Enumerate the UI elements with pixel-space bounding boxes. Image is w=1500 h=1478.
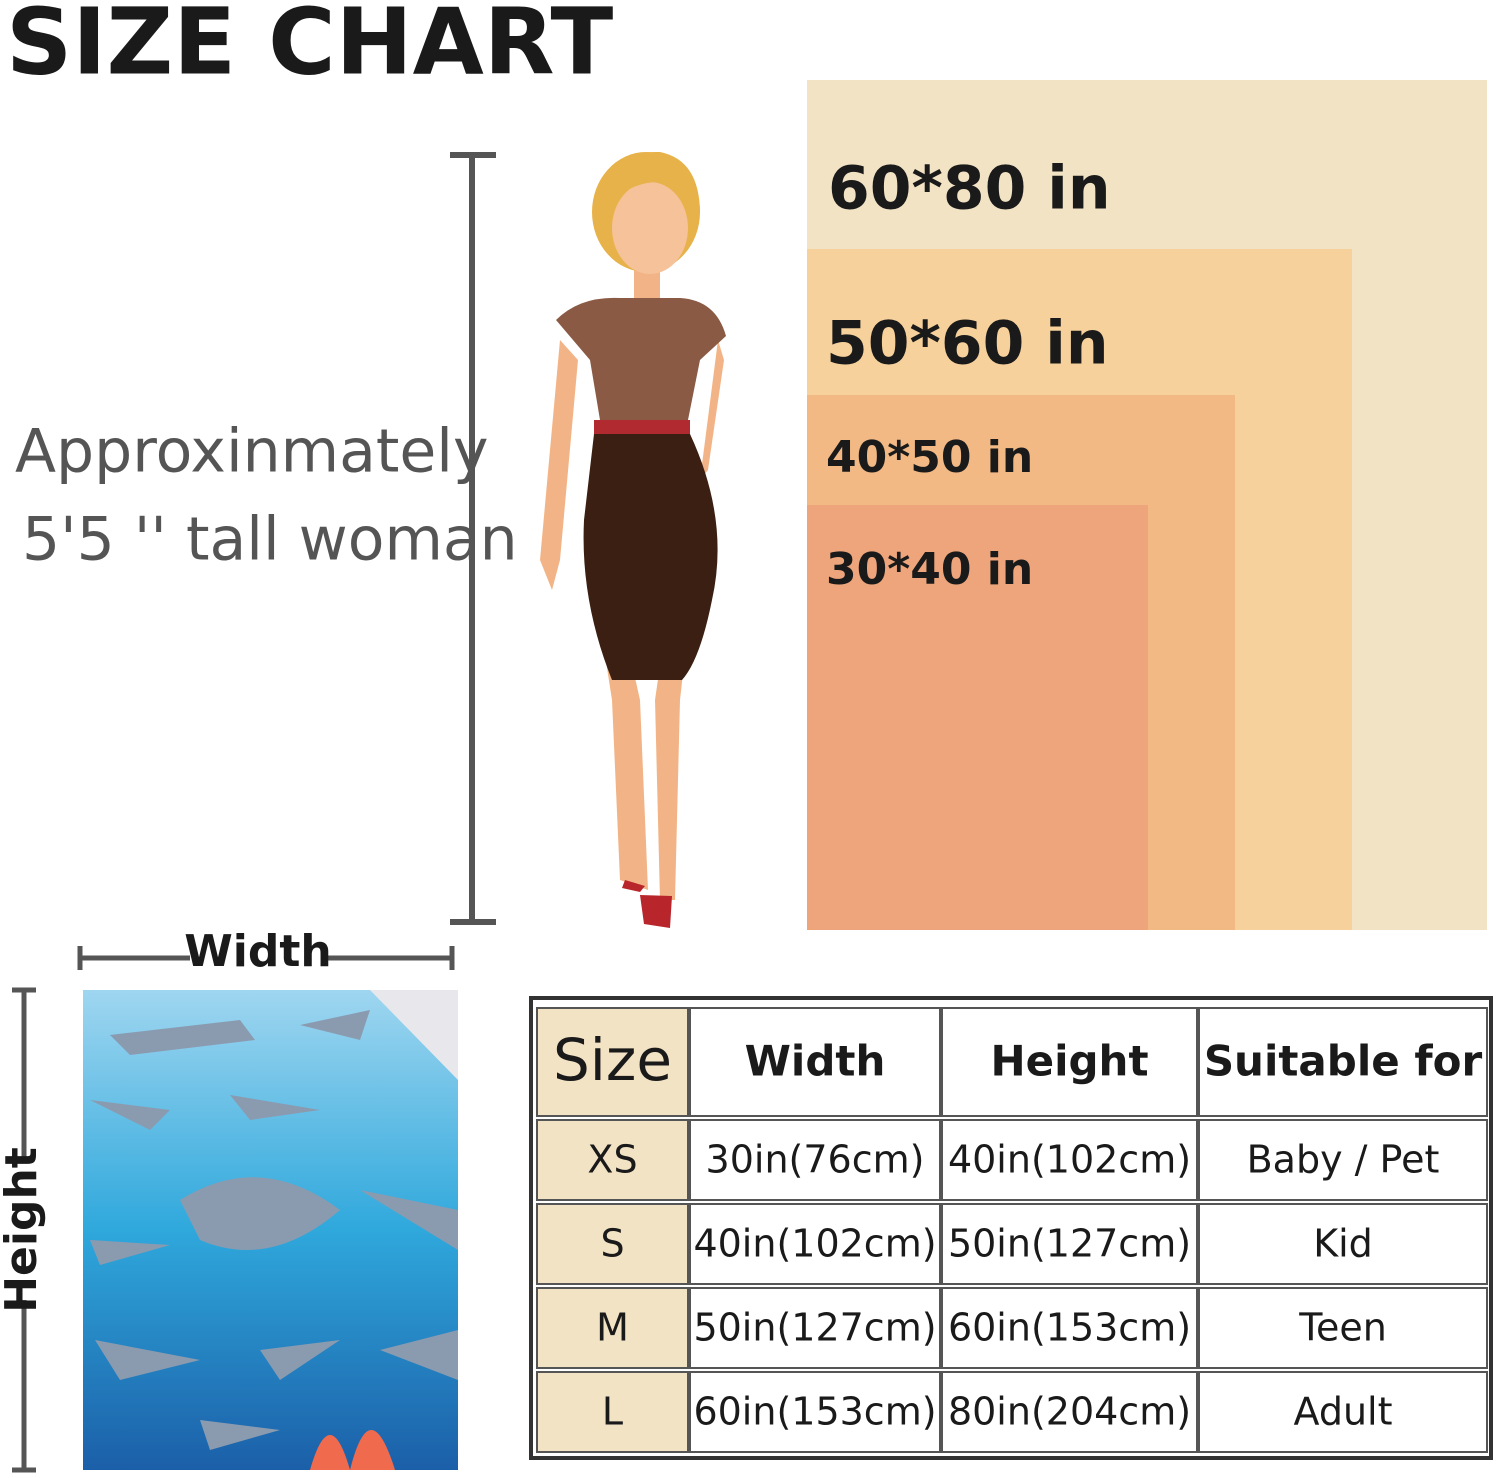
table-cell: [536, 1119, 689, 1201]
table-text: 40in(102cm): [693, 1222, 936, 1266]
table-text: XS: [587, 1138, 637, 1182]
box-s: [807, 505, 1148, 930]
column-header: Height: [990, 1037, 1148, 1086]
table-text: Teen: [1298, 1306, 1387, 1350]
height-label: Height: [0, 1147, 47, 1313]
column-header: Width: [745, 1037, 886, 1086]
woman-figure: [540, 151, 726, 928]
table-cell: [1198, 1007, 1488, 1117]
size-label: 40*50 in: [826, 432, 1033, 483]
width-label: Width: [184, 926, 331, 977]
table-text: 60in(153cm): [693, 1390, 936, 1434]
table-cell: [1198, 1287, 1488, 1369]
table-text: 50in(127cm): [948, 1222, 1191, 1266]
size-label: 50*60 in: [826, 309, 1109, 379]
table-cell: [536, 1371, 689, 1453]
blanket-image: [83, 990, 458, 1470]
table-text: Kid: [1313, 1222, 1373, 1266]
table-cell: [689, 1007, 941, 1117]
table-text: 50in(127cm): [693, 1306, 936, 1350]
column-header: Suitable for: [1204, 1037, 1483, 1086]
table-text: M: [596, 1306, 629, 1350]
table-cell: [941, 1371, 1198, 1453]
table-text: 40in(102cm): [948, 1138, 1191, 1182]
table-cell: [689, 1119, 941, 1201]
table-cell: [536, 1287, 689, 1369]
table-text: S: [600, 1222, 624, 1266]
table-cell: [941, 1007, 1198, 1117]
column-header: Size: [553, 1026, 672, 1094]
table-text: L: [602, 1390, 623, 1434]
table-cell: [689, 1371, 941, 1453]
table-cell: [689, 1203, 941, 1285]
table-cell: [941, 1287, 1198, 1369]
table-text: 80in(204cm): [948, 1390, 1191, 1434]
height-ruler: [450, 152, 496, 925]
note-line: 5'5 '' tall woman: [22, 505, 518, 575]
note-line: Approxinmately: [15, 417, 488, 487]
table-cell: [689, 1287, 941, 1369]
table-cell: [1198, 1371, 1488, 1453]
size-table: Size Width Height Suitable for XS 30in(76cm) 4…: [536, 1007, 1488, 1453]
table-cell: [1198, 1119, 1488, 1201]
title: SIZE CHART: [6, 0, 613, 95]
table-cell: [941, 1203, 1198, 1285]
table-cell: [941, 1119, 1198, 1201]
size-label: 60*80 in: [828, 154, 1111, 224]
table-cell: [1198, 1203, 1488, 1285]
size-label: 30*40 in: [826, 544, 1033, 595]
table-cell: [536, 1007, 689, 1117]
table-text: 30in(76cm): [706, 1138, 925, 1182]
width-ruler: [12, 946, 455, 1473]
table-text: Baby / Pet: [1247, 1138, 1440, 1182]
table-text: Adult: [1294, 1390, 1393, 1434]
table-text: 60in(153cm): [948, 1306, 1191, 1350]
table-cell: [536, 1203, 689, 1285]
